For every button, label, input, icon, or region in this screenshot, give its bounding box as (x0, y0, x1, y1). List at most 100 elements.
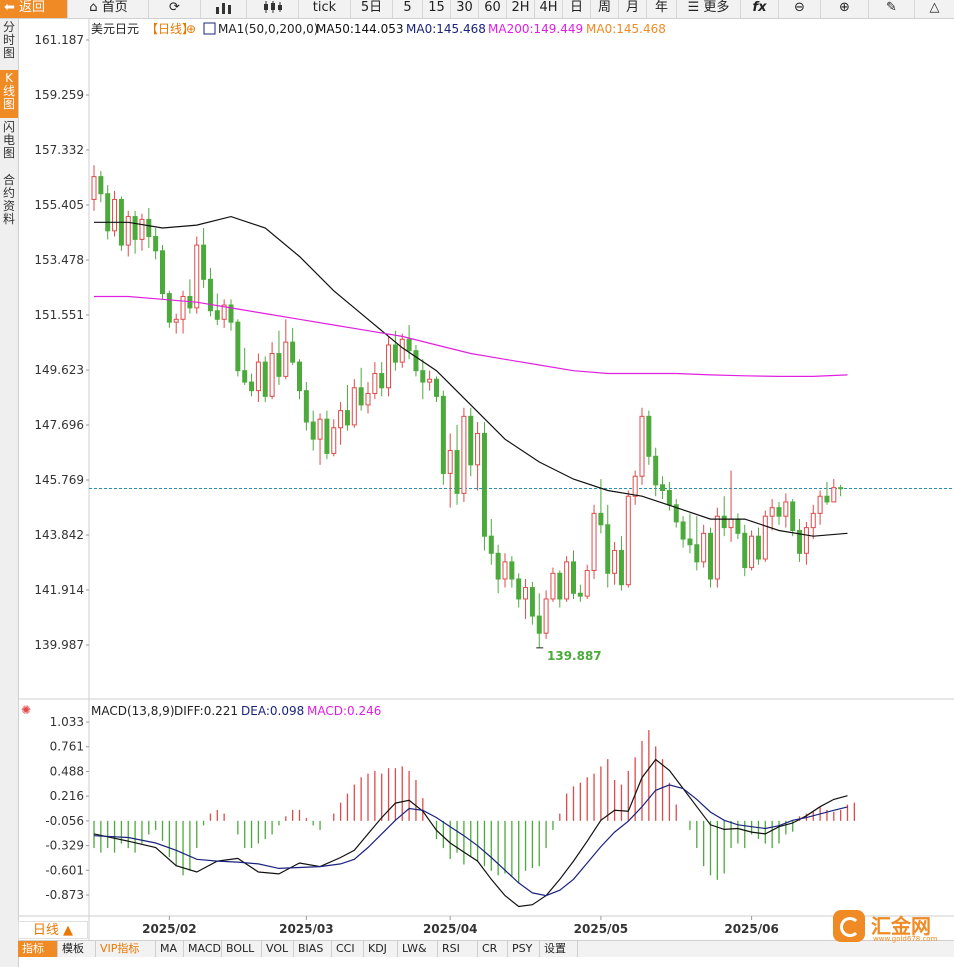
back-button[interactable]: ⬅ 返回 (0, 0, 68, 18)
price-tick-label: 145.769 (34, 473, 84, 487)
brand-logo: 汇金网 www.gold678.com (833, 908, 945, 948)
macd-settings-icon[interactable]: ✺ (21, 703, 31, 717)
period-4h[interactable]: 4H (535, 0, 563, 18)
candle-body (769, 507, 775, 517)
candle-body (742, 532, 748, 569)
period-30min[interactable]: 30 (451, 0, 479, 18)
ma-indicator-icon[interactable] (203, 22, 216, 35)
candle-body (721, 515, 727, 529)
legend-ma0b: MA0:145.468 (586, 22, 666, 36)
tab-cr[interactable]: CR (478, 941, 508, 957)
more-button[interactable]: ☰ 更多 (677, 0, 741, 18)
tab-timeshare[interactable]: 分时图 (0, 19, 18, 69)
candle-body (180, 295, 186, 320)
home-button[interactable]: ⌂ 首页 (69, 0, 149, 18)
period-2h-label: 2H (511, 0, 530, 15)
tab-cci[interactable]: CCI (332, 941, 364, 957)
refresh-button[interactable]: ⟳ (149, 0, 201, 18)
tab-macd[interactable]: MACD (184, 941, 222, 957)
period-day-label: 日 (569, 0, 583, 15)
period-5min[interactable]: 5 (393, 0, 423, 18)
top-toolbar: ⬅ 返回 ⌂ 首页 ⟳ tick 5日 5 15 30 60 2H 4H 日 周… (0, 0, 954, 19)
candle-body (666, 490, 672, 506)
candle-body (447, 450, 453, 474)
draw-button[interactable]: ✎ (869, 0, 915, 18)
period-week[interactable]: 周 (591, 0, 619, 18)
period-5day[interactable]: 5日 (351, 0, 393, 18)
candle-body (372, 373, 378, 394)
tab-bias[interactable]: BIAS (294, 941, 332, 957)
candlestick-button[interactable] (247, 0, 299, 18)
candle-body (605, 524, 611, 574)
candle-body (701, 532, 707, 563)
candle-body (468, 415, 474, 466)
back-label: 返回 (19, 0, 46, 15)
candle-body (632, 475, 638, 497)
pencil-icon: ✎ (886, 0, 897, 15)
candle-body (310, 421, 316, 440)
period-week-label: 周 (597, 0, 611, 15)
menu-icon: ☰ (687, 0, 700, 15)
period-selector[interactable]: 日线 ▲ (18, 921, 88, 939)
candle-body (797, 529, 803, 554)
tab-rsi[interactable]: RSI (438, 941, 478, 957)
price-tick-label: 155.405 (34, 198, 84, 212)
candle-body (105, 193, 111, 232)
candle-body (598, 512, 604, 526)
price-y-axis: 161.187 159.259 157.332 155.405 153.478 151.5… (34, 33, 89, 652)
tab-lightning[interactable]: 闪电图 (0, 119, 18, 171)
candle-body (269, 353, 275, 397)
period-60min[interactable]: 60 (479, 0, 507, 18)
tab-psy[interactable]: PSY (508, 941, 540, 957)
shape-button[interactable]: △ (915, 0, 954, 18)
period-60min-label: 60 (484, 0, 501, 15)
tab-contract-info[interactable]: 合约资料 (0, 172, 18, 236)
tab-ma[interactable]: MA (156, 941, 184, 957)
candle-body (399, 338, 405, 363)
period-month-label: 月 (625, 0, 639, 15)
tab-vol[interactable]: VOL (262, 941, 294, 957)
macd-tick-label: 0.488 (50, 764, 84, 778)
settings-gear-icon[interactable]: ⊕ (186, 22, 196, 36)
tab-settings[interactable]: 设置 (540, 941, 578, 957)
tab-vip[interactable]: VIP指标 (96, 941, 156, 957)
formula-button[interactable]: fx (741, 0, 779, 18)
x-tick-label: 2025/04 (423, 922, 477, 936)
candle-body (392, 344, 398, 363)
bar-chart-button[interactable] (201, 0, 247, 18)
period-4h-label: 4H (539, 0, 558, 15)
x-tick-label: 2025/03 (279, 922, 333, 936)
indicator-tabs: 指标 模板 VIP指标 MA MACD BOLL VOL BIAS CCI KD… (18, 940, 954, 957)
candle-body (762, 515, 768, 560)
tick-button[interactable]: tick (299, 0, 351, 18)
candle-body (502, 561, 508, 580)
zoom-out-button[interactable]: ⊖ (779, 0, 821, 18)
candle-body (625, 495, 631, 586)
tab-indicator[interactable]: 指标 (18, 941, 58, 957)
period-15min[interactable]: 15 (423, 0, 451, 18)
candle-body (529, 587, 535, 617)
period-year[interactable]: 年 (647, 0, 677, 18)
candle-body (495, 552, 501, 580)
candle-body (440, 395, 446, 474)
tab-boll[interactable]: BOLL (222, 941, 262, 957)
period-2h[interactable]: 2H (507, 0, 535, 18)
tab-kdj[interactable]: KDJ (364, 941, 398, 957)
period-day[interactable]: 日 (563, 0, 591, 18)
period-30min-label: 30 (456, 0, 473, 15)
macd-tick-label: -0.056 (45, 814, 84, 828)
candle-body (125, 216, 131, 246)
price-tick-label: 161.187 (34, 33, 84, 47)
zoom-in-button[interactable]: ⊕ (821, 0, 869, 18)
price-tick-label: 143.842 (34, 528, 84, 542)
candle-body (564, 561, 570, 600)
candle-body (523, 587, 529, 600)
tab-lw[interactable]: LW& (398, 941, 438, 957)
x-tick-label: 2025/06 (724, 922, 778, 936)
legend-period[interactable]: 【日线】 (146, 22, 194, 36)
tab-template[interactable]: 模板 (58, 941, 96, 957)
period-month[interactable]: 月 (619, 0, 647, 18)
